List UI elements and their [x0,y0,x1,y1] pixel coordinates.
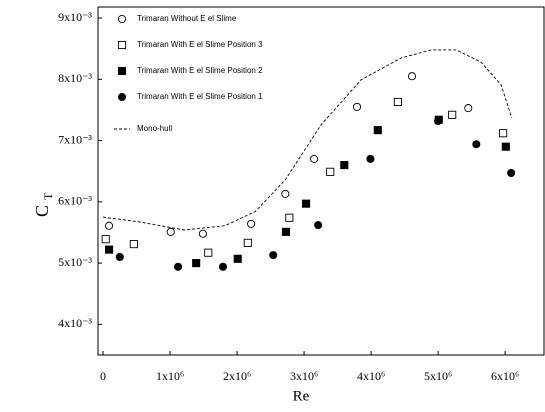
point [326,167,335,176]
legend-marker [117,40,127,50]
y-tick-label: 5x10⁻³ [58,255,92,269]
legend-marker [117,92,127,102]
point [105,221,114,230]
point [101,235,110,244]
point [464,104,473,113]
point [243,238,252,247]
point [218,262,228,271]
point [281,189,290,198]
y-tick-label: 4x10⁻³ [58,316,92,330]
legend-text: Trimaran With E el Slime Position 3 [137,40,263,49]
y-tick-label: 7x10⁻³ [58,132,92,146]
point [501,142,510,151]
point [472,140,481,149]
legend-text: Trimaran With E el Slime Position 1 [137,92,263,101]
point [373,126,382,135]
point [281,227,291,236]
y-axis-label: C [32,205,52,217]
point [302,199,311,208]
y-tick-label: 6x10⁻³ [58,194,92,208]
y-axis-label-group: C T [32,192,55,217]
point [269,251,278,260]
point [166,227,175,236]
point [352,102,362,111]
point [233,254,242,263]
legend-text: Mono-hull [137,124,172,133]
point [129,240,138,249]
x-tick-label: 0 [100,369,106,383]
point [192,259,201,268]
point [340,161,349,170]
x-axis-label: Re [293,388,310,404]
x-tick-label: 2x10⁶ [223,369,251,383]
point [115,252,124,262]
y-tick-label: 8x10⁻³ [58,71,92,85]
point [174,262,183,271]
point [310,154,319,163]
point [393,97,402,107]
point [366,154,375,163]
legend-text: Trimaran Without E el Slime [137,14,237,23]
x-tick-label: 4x10⁶ [357,369,385,383]
legend-text: Trimaran With E el Slime Position 2 [137,66,263,75]
x-tick-label: 1x10⁶ [156,369,184,383]
x-tick-label: 5x10⁶ [424,369,452,383]
point [105,245,114,254]
point [448,110,457,119]
point [204,248,213,257]
plot-frame [97,6,545,356]
point [285,213,294,222]
point [314,221,323,230]
y-tick-label: 9x10⁻³ [58,10,92,24]
x-tick-label: 6x10⁶ [491,369,519,383]
legend-marker [117,14,127,24]
point [198,229,207,238]
y-axis-label-subscript: T [41,192,55,200]
x-tick-label: 3x10⁶ [290,369,318,383]
point [507,168,516,178]
legend-marker [117,66,127,76]
point [499,129,508,138]
point [434,116,443,126]
line [102,49,513,231]
point [247,219,256,228]
point [407,72,417,81]
